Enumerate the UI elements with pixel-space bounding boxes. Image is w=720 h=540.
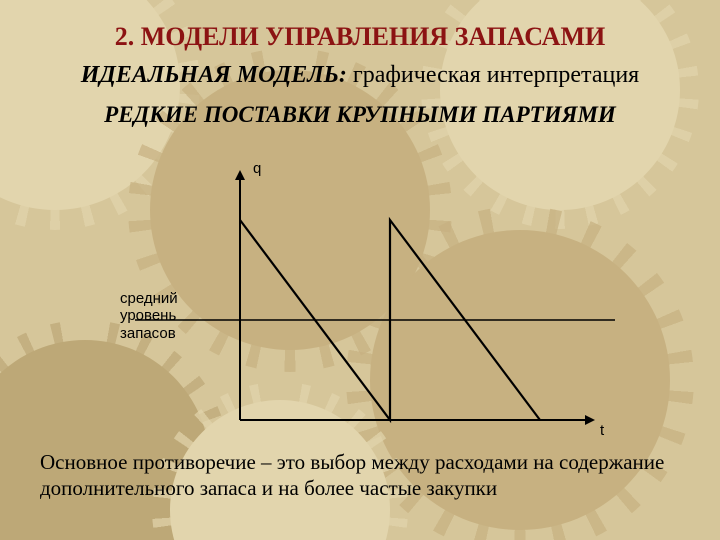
- subtitle-rest: графическая интерпретация: [347, 62, 639, 88]
- avg-stock-label-line: запасов: [120, 325, 178, 342]
- x-axis-label: t: [600, 422, 604, 439]
- slide-subtitle: ИДЕАЛЬНАЯ МОДЕЛЬ: графическая интерпрета…: [0, 62, 720, 89]
- footer-text: Основное противоречие – это выбор между …: [40, 450, 680, 501]
- slide-heading: РЕДКИЕ ПОСТАВКИ КРУПНЫМИ ПАРТИЯМИ: [0, 102, 720, 128]
- y-axis-label: q: [253, 160, 261, 177]
- subtitle-emphasis: ИДЕАЛЬНАЯ МОДЕЛЬ:: [81, 62, 347, 88]
- slide-title: 2. МОДЕЛИ УПРАВЛЕНИЯ ЗАПАСАМИ: [0, 22, 720, 52]
- slide: 2. МОДЕЛИ УПРАВЛЕНИЯ ЗАПАСАМИ ИДЕАЛЬНАЯ …: [0, 0, 720, 540]
- avg-stock-label: средний уровень запасов: [120, 290, 178, 342]
- inventory-chart: q t средний уровень запасов: [75, 160, 635, 460]
- avg-stock-label-line: средний: [120, 290, 178, 307]
- avg-stock-label-line: уровень: [120, 307, 178, 324]
